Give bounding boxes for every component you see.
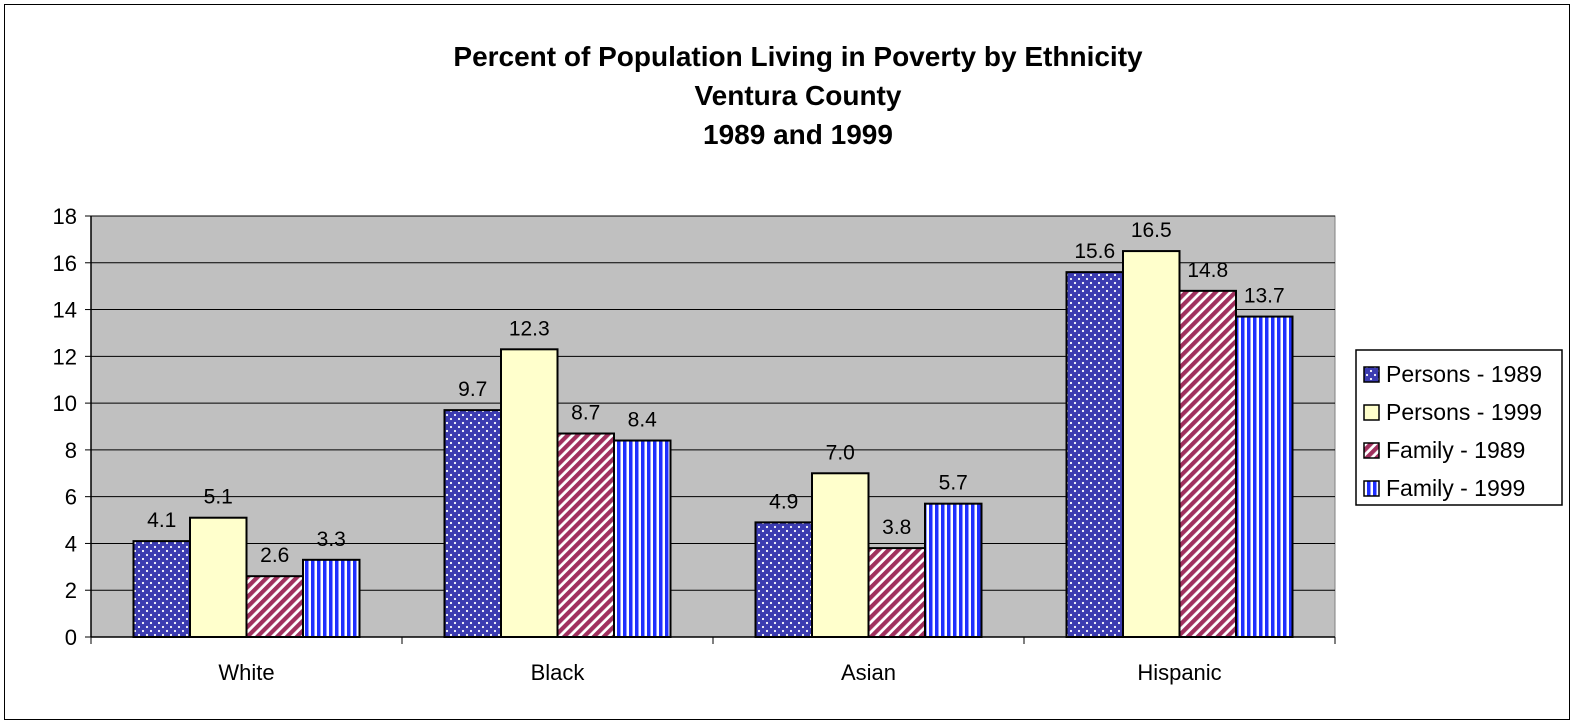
bar-hispanic-persons-1999: [1122, 250, 1181, 638]
x-tick-label-hispanic: Hispanic: [1137, 660, 1221, 685]
plot-area: 0 2 4 6 8 10 12 14 16 18 4.1 5.1 2.6 3.3 White 9.7 12.3 8…: [53, 204, 1336, 685]
data-label-hispanic-family-1989: 14.8: [1187, 259, 1228, 282]
data-label-black-persons-1989: 9.7: [458, 378, 487, 401]
data-label-white-family-1999: 3.3: [317, 528, 346, 551]
chart-title: Percent of Population Living in Poverty …: [453, 41, 1143, 150]
bar-white-family-1989: [245, 575, 304, 639]
legend-label-persons-1989: Persons - 1989: [1386, 361, 1542, 387]
data-label-hispanic-persons-1989: 15.6: [1074, 240, 1115, 263]
y-tick-label: 12: [53, 344, 77, 369]
data-label-black-family-1989: 8.7: [571, 402, 600, 425]
data-label-asian-family-1989: 3.8: [882, 516, 911, 539]
y-tick-label: 14: [53, 298, 77, 323]
bar-hispanic-family-1989: [1178, 289, 1237, 638]
bar-white-family-1999: [302, 558, 361, 638]
bar-asian-family-1989: [867, 547, 926, 638]
legend-label-family-1999: Family - 1999: [1386, 475, 1525, 501]
x-tick-label-white: White: [218, 660, 274, 685]
bar-asian-persons-1989: [754, 521, 813, 639]
y-tick-label: 2: [65, 578, 77, 603]
data-label-hispanic-family-1999: 13.7: [1244, 285, 1285, 308]
legend-box: [1355, 349, 1563, 506]
chart-svg: Percent of Population Living in Poverty …: [53, 41, 1563, 685]
bar-asian-persons-1999: [811, 472, 870, 638]
data-label-black-family-1999: 8.4: [628, 409, 658, 432]
bar-white-persons-1999: [189, 516, 248, 639]
data-label-hispanic-persons-1999: 16.5: [1131, 219, 1172, 242]
x-tick-label-black: Black: [531, 660, 586, 685]
bar-white-persons-1989: [132, 540, 191, 638]
y-tick-label: 4: [65, 531, 77, 556]
bar-black-persons-1999: [500, 348, 559, 638]
y-tick-label: 10: [53, 391, 77, 416]
bar-black-family-1989: [556, 432, 615, 638]
data-label-white-persons-1999: 5.1: [204, 486, 233, 509]
chart-title-line-3: 1989 and 1999: [703, 119, 893, 150]
legend-label-persons-1999: Persons - 1999: [1386, 399, 1542, 425]
y-tick-label: 8: [65, 438, 77, 463]
bar-hispanic-family-1999: [1235, 315, 1294, 638]
bar-hispanic-persons-1989: [1065, 271, 1124, 638]
bar-black-family-1999: [613, 439, 672, 638]
legend: Persons - 1989 Persons - 1999 Family - 198…: [1355, 349, 1563, 506]
legend-label-family-1989: Family - 1989: [1386, 437, 1525, 463]
bar-asian-family-1999: [924, 502, 983, 638]
x-tick-label-asian: Asian: [841, 660, 896, 685]
y-tick-label: 16: [53, 251, 77, 276]
legend-swatch-persons-1989: [1363, 366, 1380, 383]
chart-frame: Percent of Population Living in Poverty …: [4, 4, 1570, 720]
data-label-white-persons-1989: 4.1: [147, 509, 176, 532]
bar-black-persons-1989: [443, 409, 502, 638]
data-label-white-family-1989: 2.6: [260, 544, 289, 567]
y-tick-label: 0: [65, 625, 77, 650]
chart-title-line-2: Ventura County: [695, 80, 902, 111]
legend-swatch-family-1989: [1363, 442, 1380, 459]
legend-swatch-family-1999: [1363, 480, 1380, 497]
data-label-black-persons-1999: 12.3: [509, 317, 550, 340]
y-tick-label: 18: [53, 204, 77, 229]
legend-swatch-persons-1999: [1363, 404, 1380, 421]
data-label-asian-persons-1989: 4.9: [769, 490, 798, 513]
y-tick-label: 6: [65, 485, 77, 510]
chart-title-line-1: Percent of Population Living in Poverty …: [453, 41, 1143, 72]
data-label-asian-family-1999: 5.7: [939, 472, 968, 495]
data-label-asian-persons-1999: 7.0: [826, 441, 855, 464]
